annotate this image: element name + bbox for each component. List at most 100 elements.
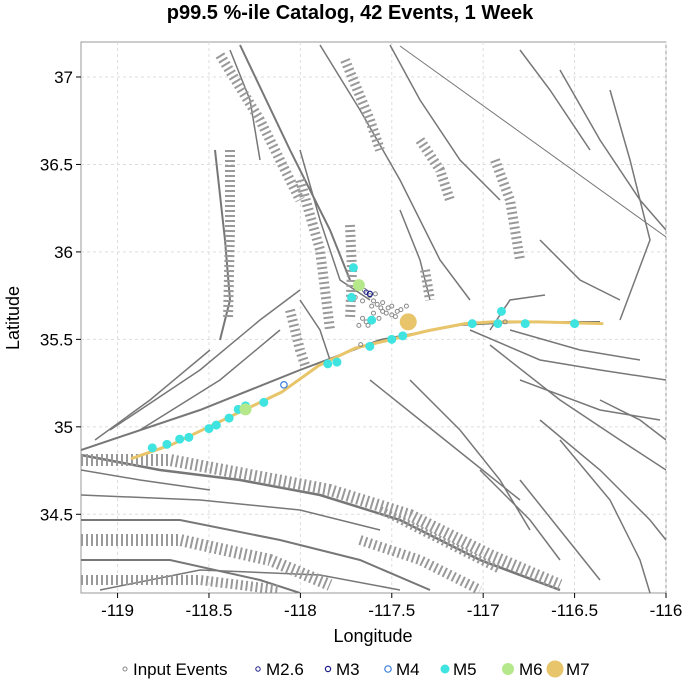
event-point-m5	[398, 331, 408, 341]
fault-line	[81, 469, 211, 491]
event-point-m7	[399, 313, 417, 331]
fault-line	[539, 239, 621, 301]
event-point-input-events	[394, 308, 400, 314]
fault-zone	[285, 308, 310, 367]
fault-zone	[420, 269, 435, 301]
event-point-m5	[204, 424, 214, 434]
fault-line	[609, 89, 651, 321]
legend-marker	[324, 665, 332, 673]
event-point-m5	[147, 443, 157, 453]
legend-marker	[122, 666, 128, 672]
event-point-input-events	[372, 291, 378, 297]
y-axis-label: Latitude	[3, 286, 23, 350]
event-point-m5	[175, 434, 185, 444]
event-point-input-events	[376, 315, 382, 321]
y-tick-label: 34.5	[40, 505, 73, 524]
event-point-m4	[280, 381, 288, 389]
y-axis: 34.5 35 35.5 36 36.5 37	[40, 68, 81, 524]
event-point-m6	[352, 279, 365, 292]
event-markers	[147, 263, 580, 453]
fault-zone	[415, 137, 455, 202]
legend-marker	[384, 665, 392, 673]
event-point-m5	[367, 315, 377, 325]
x-tick-label: -118.5	[185, 601, 232, 620]
legend-marker	[502, 663, 514, 675]
event-point-m5	[347, 292, 357, 302]
fault-line	[99, 569, 401, 591]
chart-title: p99.5 %-ile Catalog, 42 Events, 1 Week	[167, 2, 534, 24]
event-point-m5	[467, 319, 477, 329]
x-tick-label: -119	[101, 601, 134, 620]
x-axis: -119 -118.5 -118 -117.5 -117 -116.5 -116	[101, 593, 682, 620]
legend-label: M6	[519, 660, 543, 679]
fault-line	[81, 494, 381, 531]
event-point-input-events	[369, 303, 375, 309]
fault-line	[509, 329, 641, 361]
fault-line	[389, 44, 501, 201]
legend-label: M7	[566, 660, 590, 679]
x-tick-label: -116.5	[551, 601, 598, 620]
fault-zone	[81, 534, 333, 591]
event-point-m5	[211, 420, 221, 430]
event-point-m5	[348, 263, 358, 273]
event-point-input-events	[383, 310, 389, 316]
legend-label: M4	[396, 660, 420, 679]
event-point-m5	[570, 319, 580, 329]
event-point-input-events	[371, 298, 376, 304]
x-tick-label: -117.5	[368, 601, 415, 620]
legend-marker	[546, 660, 564, 678]
y-tick-label: 35	[54, 418, 73, 437]
fault-line	[109, 289, 301, 431]
fault-line	[299, 149, 371, 301]
fault-line	[479, 469, 561, 561]
event-point-input-events	[371, 310, 376, 316]
y-tick-label: 36.5	[40, 155, 73, 174]
fault-line	[81, 519, 431, 591]
event-point-input-events	[365, 322, 371, 328]
event-point-input-events	[356, 322, 362, 328]
fault-zone	[295, 178, 335, 331]
fault-line	[519, 49, 591, 151]
event-point-input-events	[358, 342, 364, 348]
event-point-input-events	[392, 314, 398, 320]
y-tick-label: 35.5	[40, 330, 73, 349]
x-axis-label: Longitude	[333, 626, 412, 646]
x-tick-label: -118	[284, 601, 317, 620]
event-point-m5	[323, 359, 333, 369]
fault-line	[599, 399, 666, 441]
event-point-input-events	[360, 315, 366, 321]
event-point-m5	[496, 306, 506, 316]
fault-line	[399, 45, 666, 238]
x-tick-label: -117	[467, 601, 500, 620]
fault-zone	[223, 150, 235, 321]
fault-line	[239, 44, 351, 281]
fault-line	[559, 439, 651, 593]
fault-line	[539, 419, 666, 541]
event-point-m3	[366, 290, 374, 298]
fault-line	[409, 379, 531, 531]
legend-label: M2.6	[266, 660, 304, 679]
fault-line	[519, 379, 661, 421]
event-point-m5	[259, 397, 269, 407]
event-point-input-events	[389, 303, 395, 309]
y-tick-label: 37	[54, 68, 73, 87]
event-point-input-events	[403, 303, 409, 309]
legend-label: Input Events	[133, 660, 228, 679]
fault-zone	[81, 454, 563, 591]
legend-label: M5	[453, 660, 477, 679]
event-point-m5	[387, 334, 397, 344]
fault-zone	[340, 58, 385, 152]
event-point-m5	[162, 439, 172, 449]
legend-marker	[440, 664, 450, 674]
event-point-m5	[184, 432, 194, 442]
fault-line	[519, 479, 601, 581]
fault-line	[469, 329, 666, 381]
fault-line	[139, 329, 281, 431]
event-point-input-events	[374, 301, 380, 307]
legend-label: M3	[336, 660, 360, 679]
event-point-m5	[520, 319, 530, 329]
y-tick-label: 36	[54, 243, 73, 262]
legend-marker	[255, 666, 261, 672]
fault-line	[319, 44, 471, 301]
